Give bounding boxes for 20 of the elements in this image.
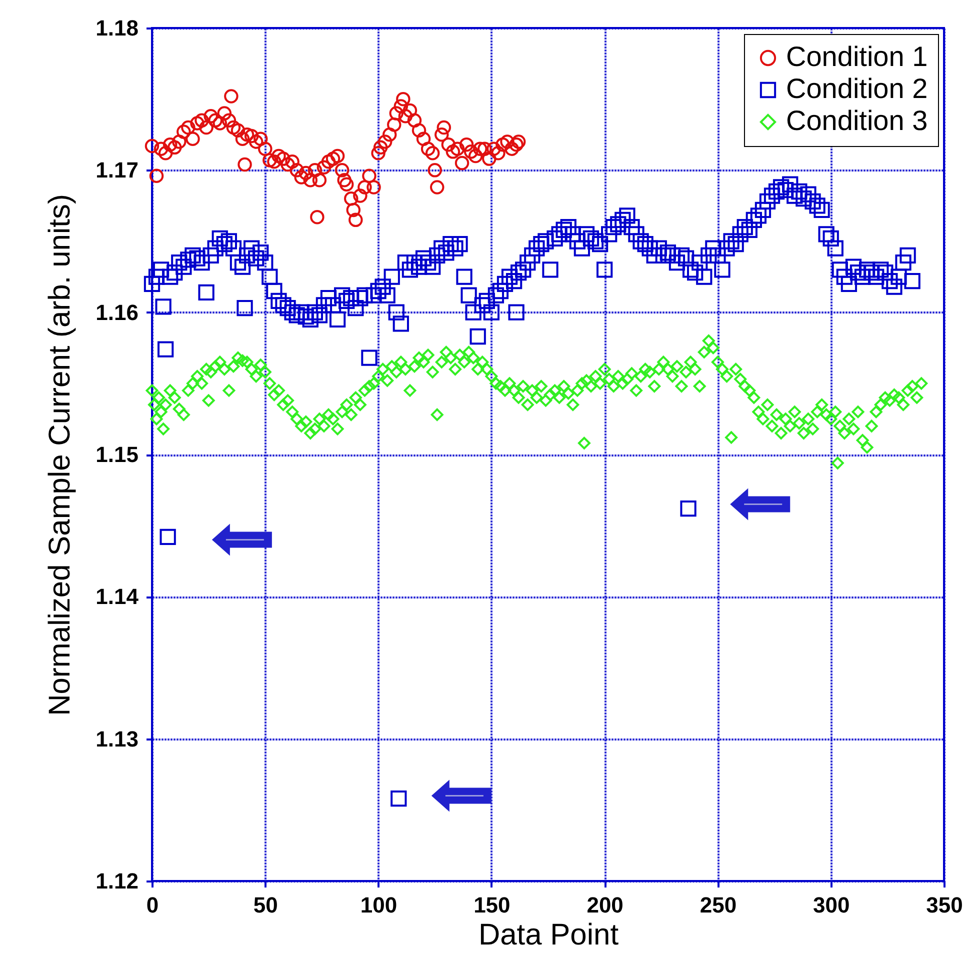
y-tick-label: 1.13 bbox=[96, 726, 138, 752]
legend-label: Condition 1 bbox=[786, 41, 928, 72]
y-axis-title: Normalized Sample Current (arb. units) bbox=[44, 194, 77, 716]
x-tick-label: 200 bbox=[586, 892, 624, 918]
y-tick-label: 1.14 bbox=[96, 584, 140, 610]
legend-label: Condition 3 bbox=[786, 105, 928, 136]
x-tick-label: 250 bbox=[700, 892, 737, 918]
y-tick-label: 1.12 bbox=[96, 868, 138, 894]
y-tick-label: 1.18 bbox=[96, 16, 138, 40]
x-tick-label: 150 bbox=[474, 892, 510, 918]
x-tick-label: 300 bbox=[813, 892, 850, 918]
legend-label: Condition 2 bbox=[786, 73, 928, 104]
x-tick-label: 100 bbox=[360, 892, 398, 918]
x-tick-label: 50 bbox=[253, 892, 278, 918]
y-tick-label: 1.16 bbox=[96, 300, 138, 325]
x-tick-label: 0 bbox=[146, 892, 159, 918]
x-axis-title: Data Point bbox=[478, 918, 620, 952]
y-tick-label: 1.15 bbox=[96, 442, 138, 467]
x-tick-label: 350 bbox=[926, 892, 963, 918]
y-tick-label: 1.17 bbox=[96, 158, 138, 183]
